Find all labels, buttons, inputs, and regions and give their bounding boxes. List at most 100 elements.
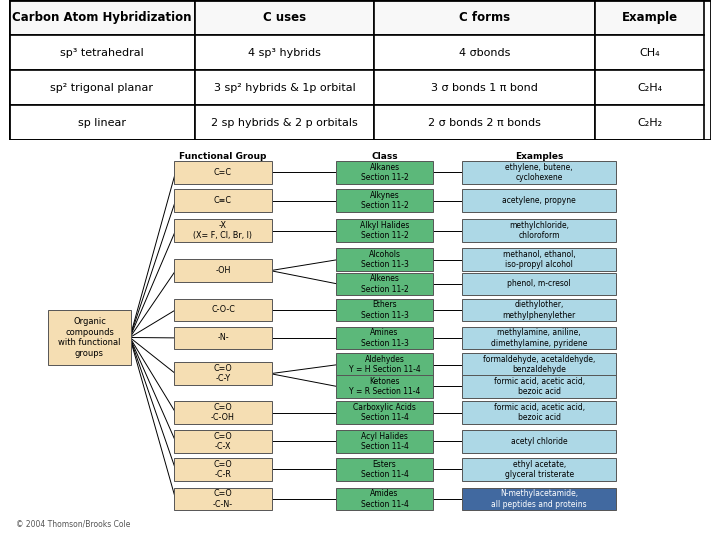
Bar <box>595 105 704 140</box>
Text: CH₄: CH₄ <box>639 48 660 58</box>
FancyBboxPatch shape <box>462 430 616 453</box>
Text: phenol, m-cresol: phenol, m-cresol <box>508 279 571 288</box>
Text: ethylene, butene,
cyclohexene: ethylene, butene, cyclohexene <box>505 163 573 182</box>
Text: Alkynes
Section 11-2: Alkynes Section 11-2 <box>361 191 408 211</box>
FancyBboxPatch shape <box>336 458 433 481</box>
Bar <box>195 35 374 70</box>
FancyBboxPatch shape <box>174 401 272 424</box>
FancyBboxPatch shape <box>462 488 616 510</box>
Bar <box>595 0 704 35</box>
FancyBboxPatch shape <box>336 299 433 321</box>
Text: acetyl chloride: acetyl chloride <box>511 437 567 446</box>
Text: C-O-C: C-O-C <box>211 306 235 314</box>
FancyBboxPatch shape <box>174 458 272 481</box>
FancyBboxPatch shape <box>462 273 616 295</box>
FancyBboxPatch shape <box>174 161 272 184</box>
Text: C₂H₂: C₂H₂ <box>637 118 662 128</box>
FancyBboxPatch shape <box>336 430 433 453</box>
Text: C forms: C forms <box>459 11 510 24</box>
Text: © 2004 Thomson/Brooks Cole: © 2004 Thomson/Brooks Cole <box>16 519 130 528</box>
FancyBboxPatch shape <box>336 190 433 212</box>
Text: methanol, ethanol,
iso-propyl alcohol: methanol, ethanol, iso-propyl alcohol <box>503 250 575 269</box>
Text: Examples: Examples <box>515 152 563 161</box>
FancyBboxPatch shape <box>336 354 433 376</box>
FancyBboxPatch shape <box>462 190 616 212</box>
Text: C≡C: C≡C <box>214 196 232 205</box>
Bar <box>374 0 595 35</box>
Text: Ethers
Section 11-3: Ethers Section 11-3 <box>361 300 408 320</box>
Bar <box>9 105 195 140</box>
Bar <box>195 105 374 140</box>
Text: Alcohols
Section 11-3: Alcohols Section 11-3 <box>361 250 408 269</box>
Text: Carboxylic Acids
Section 11-4: Carboxylic Acids Section 11-4 <box>353 403 416 422</box>
Text: 2 sp hybrids & 2 p orbitals: 2 sp hybrids & 2 p orbitals <box>211 118 358 128</box>
Text: C=C: C=C <box>214 168 232 177</box>
Text: sp² trigonal planar: sp² trigonal planar <box>50 83 153 93</box>
Text: sp³ tetrahedral: sp³ tetrahedral <box>60 48 143 58</box>
Text: ethyl acetate,
glyceral tristerate: ethyl acetate, glyceral tristerate <box>505 460 574 479</box>
Text: Example: Example <box>622 11 678 24</box>
Text: Amines
Section 11-3: Amines Section 11-3 <box>361 328 408 348</box>
Text: Functional Group: Functional Group <box>179 152 266 161</box>
Text: 4 σbonds: 4 σbonds <box>459 48 510 58</box>
Text: C=O
-C-X: C=O -C-X <box>214 431 233 451</box>
Bar <box>9 70 195 105</box>
FancyBboxPatch shape <box>174 362 272 385</box>
Text: C uses: C uses <box>263 11 306 24</box>
Text: Alkanes
Section 11-2: Alkanes Section 11-2 <box>361 163 408 182</box>
FancyBboxPatch shape <box>462 219 616 242</box>
Text: C=O
-C-Y: C=O -C-Y <box>214 364 233 383</box>
Text: N-methylacetamide,
all peptides and proteins: N-methylacetamide, all peptides and prot… <box>491 489 587 509</box>
FancyBboxPatch shape <box>336 248 433 271</box>
FancyBboxPatch shape <box>174 190 272 212</box>
Text: Carbon Atom Hybridization: Carbon Atom Hybridization <box>12 11 192 24</box>
FancyBboxPatch shape <box>174 488 272 510</box>
Text: Esters
Section 11-4: Esters Section 11-4 <box>361 460 408 479</box>
FancyBboxPatch shape <box>174 299 272 321</box>
FancyBboxPatch shape <box>462 354 616 376</box>
Bar <box>374 105 595 140</box>
FancyBboxPatch shape <box>336 219 433 242</box>
FancyBboxPatch shape <box>174 327 272 349</box>
Text: formic acid, acetic acid,
bezoic acid: formic acid, acetic acid, bezoic acid <box>494 403 585 422</box>
Text: Alkenes
Section 11-2: Alkenes Section 11-2 <box>361 274 408 294</box>
Text: sp linear: sp linear <box>78 118 126 128</box>
Text: formic acid, acetic acid,
bezoic acid: formic acid, acetic acid, bezoic acid <box>494 377 585 396</box>
Text: 3 sp² hybrids & 1p orbital: 3 sp² hybrids & 1p orbital <box>214 83 356 93</box>
Bar <box>195 0 374 35</box>
Text: Ketones
Y = R Section 11-4: Ketones Y = R Section 11-4 <box>349 377 420 396</box>
FancyBboxPatch shape <box>462 401 616 424</box>
Text: Amides
Section 11-4: Amides Section 11-4 <box>361 489 408 509</box>
Bar <box>374 70 595 105</box>
Text: 3 σ bonds 1 π bond: 3 σ bonds 1 π bond <box>431 83 538 93</box>
Text: C=O
-C-R: C=O -C-R <box>214 460 233 479</box>
Bar <box>595 70 704 105</box>
Text: C=O
-C-N-: C=O -C-N- <box>213 489 233 509</box>
Text: Aldehydes
Y = H Section 11-4: Aldehydes Y = H Section 11-4 <box>348 355 420 374</box>
FancyBboxPatch shape <box>336 488 433 510</box>
FancyBboxPatch shape <box>336 375 433 398</box>
FancyBboxPatch shape <box>462 458 616 481</box>
FancyBboxPatch shape <box>336 161 433 184</box>
FancyBboxPatch shape <box>174 219 272 242</box>
Text: C₂H₄: C₂H₄ <box>637 83 662 93</box>
Text: Class: Class <box>372 152 398 161</box>
Text: methylchloride,
chloroform: methylchloride, chloroform <box>509 221 570 240</box>
Text: 2 σ bonds 2 π bonds: 2 σ bonds 2 π bonds <box>428 118 541 128</box>
Bar <box>195 70 374 105</box>
Text: acetylene, propyne: acetylene, propyne <box>503 196 576 205</box>
Bar <box>9 0 195 35</box>
Text: C=O
-C-OH: C=O -C-OH <box>211 403 235 422</box>
Text: -OH: -OH <box>215 266 230 275</box>
FancyBboxPatch shape <box>48 310 131 365</box>
Text: Acyl Halides
Section 11-4: Acyl Halides Section 11-4 <box>361 431 408 451</box>
FancyBboxPatch shape <box>462 375 616 398</box>
Text: Organic
compounds
with functional
groups: Organic compounds with functional groups <box>58 318 121 357</box>
FancyBboxPatch shape <box>462 327 616 349</box>
Text: formaldehyde, acetaldehyde,
benzaldehyde: formaldehyde, acetaldehyde, benzaldehyde <box>483 355 595 374</box>
Text: 4 sp³ hybrids: 4 sp³ hybrids <box>248 48 321 58</box>
Text: diethylother,
methylphenylether: diethylother, methylphenylether <box>503 300 576 320</box>
Text: methylamine, aniline,
dimethylamine, pyridene: methylamine, aniline, dimethylamine, pyr… <box>491 328 588 348</box>
FancyBboxPatch shape <box>462 248 616 271</box>
FancyBboxPatch shape <box>462 299 616 321</box>
